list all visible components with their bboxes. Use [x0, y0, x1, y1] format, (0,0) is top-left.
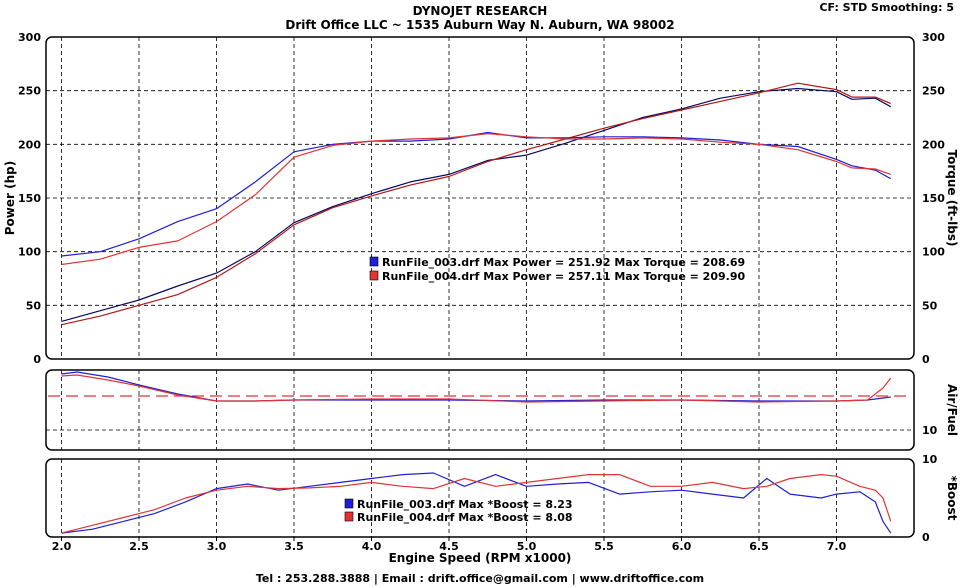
x-tick-label: 4.5: [439, 540, 459, 553]
y-tick-label-right: 200: [922, 138, 945, 151]
power-torque-series-1: [61, 87, 892, 322]
y-tick-label-left: 0: [33, 353, 41, 366]
y-axis-title-left: Power (hp): [3, 161, 17, 235]
panel-frame-3: [45, 458, 915, 538]
y-tick-label-right: 0: [922, 353, 930, 366]
boost-tick-label: 10: [922, 453, 938, 466]
boost-tick-label: 0: [922, 531, 930, 544]
y-tick-label-left: 100: [18, 246, 41, 259]
y-axis-title-right: Torque (ft-lbs): [945, 150, 959, 247]
chart-header-title: DYNOJET RESEARCH: [412, 4, 548, 18]
x-tick-label: 3.5: [284, 540, 304, 553]
y-tick-label-right: 100: [922, 246, 945, 259]
legend-swatch-run003: [369, 256, 379, 267]
y-tick-label-left: 200: [18, 138, 41, 151]
legend-entry-run003: RunFile_003.drf Max Power = 251.92 Max T…: [382, 256, 745, 269]
chart-header-subtitle: Drift Office LLC ~ 1535 Auburn Way N. Au…: [285, 18, 675, 32]
boost-series-1: [61, 472, 892, 534]
x-axis-title: Engine Speed (RPM x1000): [389, 551, 572, 565]
y-tick-label-left: 250: [18, 85, 41, 98]
afr-axis-title: Air/Fuel: [945, 384, 959, 436]
x-tick-label: 5.0: [517, 540, 537, 553]
y-tick-label-left: 150: [18, 192, 41, 205]
legend-entry-run004: RunFile_004.drf Max Power = 257.11 Max T…: [382, 270, 745, 283]
boost-legend-swatch-run003: [344, 498, 354, 509]
shop-contact-footer: Tel : 253.288.3888 | Email : drift.offic…: [255, 572, 705, 585]
afr-series-2: [61, 374, 892, 403]
afr-tick-label: 10: [922, 424, 938, 437]
x-tick-label: 4.0: [362, 540, 382, 553]
y-tick-label-left: 300: [18, 31, 41, 44]
y-tick-label-right: 50: [922, 299, 938, 312]
x-tick-label: 5.5: [594, 540, 614, 553]
x-tick-label: 2.5: [129, 540, 149, 553]
panel-frame-2: [45, 369, 915, 451]
y-tick-label-right: 300: [922, 31, 945, 44]
power-torque-series-2: [61, 82, 892, 326]
boost-legend-swatch-run004: [344, 511, 354, 522]
y-tick-label-right: 250: [922, 85, 945, 98]
boost-axis-title: *Boost: [945, 476, 959, 521]
power-torque-series-4: [61, 133, 891, 266]
y-tick-label-right: 150: [922, 192, 945, 205]
x-tick-label: 7.0: [827, 540, 847, 553]
boost-series-2: [61, 474, 892, 534]
boost-legend-entry-run003: RunFile_003.drf Max *Boost = 8.23: [357, 498, 573, 511]
x-tick-label: 6.5: [749, 540, 769, 553]
boost-legend-entry-run004: RunFile_004.drf Max *Boost = 8.08: [357, 511, 573, 524]
y-tick-label-left: 50: [26, 299, 42, 312]
x-tick-label: 6.0: [672, 540, 692, 553]
x-tick-label: 2.0: [52, 540, 72, 553]
x-tick-label: 3.0: [207, 540, 227, 553]
legend-swatch-run004: [369, 270, 379, 281]
correction-settings: CF: STD Smoothing: 5: [819, 1, 954, 14]
